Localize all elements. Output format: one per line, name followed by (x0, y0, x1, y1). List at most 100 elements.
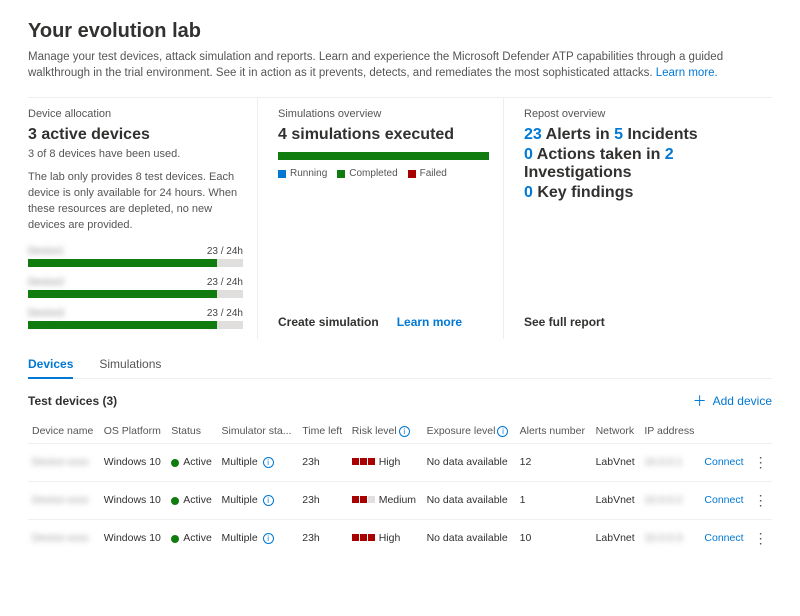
exposure-level: No data available (423, 443, 516, 481)
column-header (749, 419, 772, 444)
column-header: Device name (28, 419, 100, 444)
connect-button[interactable]: Connect (704, 532, 743, 544)
column-header: Network (592, 419, 641, 444)
exposure-level: No data available (423, 519, 516, 557)
exposure-level: No data available (423, 481, 516, 519)
progress-track (28, 259, 243, 267)
table-row: Device-xxxx Windows 10 Active Multiple i… (28, 519, 772, 557)
status-dot-icon (171, 459, 179, 467)
report-line: 0 Actions taken in 2 Investigations (524, 146, 772, 182)
device-allocation-panel: Device allocation 3 active devices 3 of … (28, 98, 258, 339)
more-actions-button[interactable]: ⋮ (749, 443, 772, 481)
legend-item: Completed (337, 168, 397, 179)
add-device-button[interactable]: ＋ Add device (693, 391, 772, 411)
progress-track (28, 290, 243, 298)
simulator-status: Multiple i (217, 481, 298, 519)
device-name[interactable]: Device-xxxx (32, 532, 89, 544)
legend-swatch (408, 170, 416, 178)
simulations-progress-bar (278, 152, 489, 160)
risk-square (360, 534, 367, 541)
simulations-headline: 4 simulations executed (278, 126, 489, 144)
connect-button[interactable]: Connect (704, 494, 743, 506)
risk-square (352, 496, 359, 503)
column-header (700, 419, 749, 444)
column-header: IP address (640, 419, 700, 444)
legend-item: Running (278, 168, 327, 179)
report-line: 0 Key findings (524, 184, 772, 202)
more-actions-button[interactable]: ⋮ (749, 519, 772, 557)
column-header: Simulator sta... (217, 419, 298, 444)
info-icon[interactable]: i (263, 495, 274, 506)
device-usage-bar: Device1 23 / 24h (28, 246, 243, 267)
risk-square (368, 534, 375, 541)
info-icon[interactable]: i (399, 426, 410, 437)
device-name[interactable]: Device-xxxx (32, 494, 89, 506)
table-row: Device-xxxx Windows 10 Active Multiple i… (28, 443, 772, 481)
panel-title: Repost overview (524, 108, 772, 120)
risk-square (352, 534, 359, 541)
ip-address: 10.0.0.1 (644, 456, 682, 468)
status-cell: Active (167, 443, 217, 481)
device-usage-bar: Device3 23 / 24h (28, 308, 243, 329)
devices-table: Device nameOS PlatformStatusSimulator st… (28, 419, 772, 557)
report-panel: Repost overview 23 Alerts in 5 Incidents… (524, 98, 772, 339)
panel-title: Simulations overview (278, 108, 489, 120)
report-line: 23 Alerts in 5 Incidents (524, 126, 772, 144)
network: LabVnet (592, 443, 641, 481)
legend-swatch (337, 170, 345, 178)
devices-used-sub: 3 of 8 devices have been used. (28, 148, 243, 160)
time-left: 23h (298, 519, 348, 557)
progress-fill (28, 290, 217, 298)
ip-address: 10.0.0.2 (644, 494, 682, 506)
device-bar-label: Device3 (28, 308, 64, 319)
alerts-number: 12 (516, 443, 592, 481)
risk-square (368, 496, 375, 503)
see-full-report-button[interactable]: See full report (524, 315, 605, 329)
time-left: 23h (298, 481, 348, 519)
create-simulation-button[interactable]: Create simulation (278, 315, 379, 329)
panel-title: Device allocation (28, 108, 243, 120)
tab-simulations[interactable]: Simulations (99, 357, 161, 378)
learn-more-link[interactable]: Learn more. (656, 67, 718, 79)
more-actions-button[interactable]: ⋮ (749, 481, 772, 519)
info-icon[interactable]: i (263, 533, 274, 544)
device-bar-value: 23 / 24h (207, 308, 243, 319)
progress-fill (28, 321, 217, 329)
ip-address: 10.0.0.3 (644, 532, 682, 544)
column-header: OS Platform (100, 419, 167, 444)
network: LabVnet (592, 481, 641, 519)
simulations-learn-more-link[interactable]: Learn more (397, 315, 462, 329)
tabs: Devices Simulations (28, 347, 772, 379)
risk-level: Medium (348, 481, 423, 519)
device-usage-bar: Device2 23 / 24h (28, 277, 243, 298)
column-header: Risk leveli (348, 419, 423, 444)
network: LabVnet (592, 519, 641, 557)
risk-square (360, 458, 367, 465)
device-bar-value: 23 / 24h (207, 277, 243, 288)
risk-level: High (348, 443, 423, 481)
page-title: Your evolution lab (28, 20, 772, 43)
column-header: Exposure leveli (423, 419, 516, 444)
time-left: 23h (298, 443, 348, 481)
risk-square (352, 458, 359, 465)
simulator-status: Multiple i (217, 519, 298, 557)
alerts-number: 1 (516, 481, 592, 519)
device-bar-label: Device1 (28, 246, 64, 257)
progress-track (28, 321, 243, 329)
legend-item: Failed (408, 168, 447, 179)
simulator-status: Multiple i (217, 443, 298, 481)
info-icon[interactable]: i (263, 457, 274, 468)
simulations-legend: Running Completed Failed (278, 168, 489, 179)
device-name[interactable]: Device-xxxx (32, 456, 89, 468)
tab-devices[interactable]: Devices (28, 357, 73, 379)
column-header: Status (167, 419, 217, 444)
info-icon[interactable]: i (497, 426, 508, 437)
risk-level: High (348, 519, 423, 557)
status-dot-icon (171, 497, 179, 505)
legend-swatch (278, 170, 286, 178)
os-platform: Windows 10 (100, 443, 167, 481)
connect-button[interactable]: Connect (704, 456, 743, 468)
risk-square (368, 458, 375, 465)
status-cell: Active (167, 519, 217, 557)
active-devices-headline: 3 active devices (28, 126, 243, 144)
